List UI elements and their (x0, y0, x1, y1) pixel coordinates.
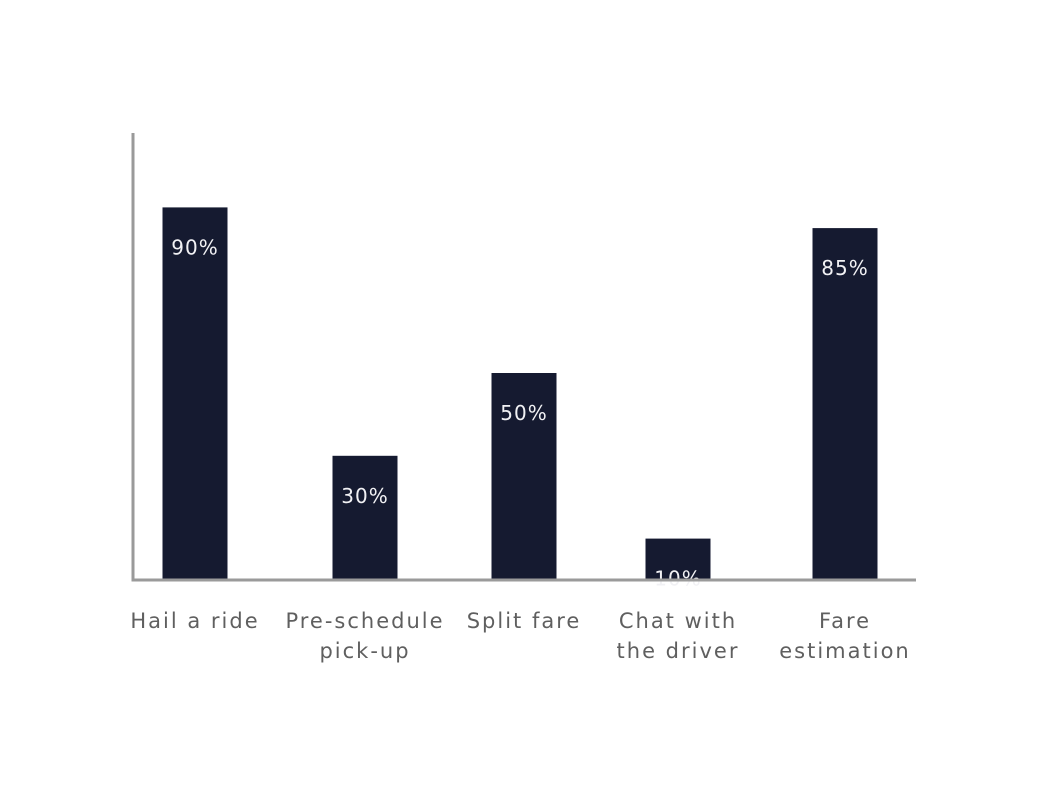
x-tick-label-4-line-1: estimation (779, 639, 910, 663)
data-label-4: 85% (821, 256, 868, 280)
data-label-0: 90% (171, 235, 218, 259)
bar-3 (645, 538, 711, 580)
x-tick-label-3-line-1: the driver (617, 639, 740, 663)
axes-group (131, 133, 916, 582)
x-tick-label-0: Hail a ride (130, 609, 259, 633)
bar-2 (491, 373, 557, 580)
bar-1 (332, 455, 398, 580)
x-tick-label-4-line-0: Fare (819, 609, 871, 633)
x-tick-label-2-line-0: Split fare (467, 609, 582, 633)
tick-labels-group: Hail a ride Pre-schedule pick-up Split fare… (130, 609, 910, 663)
bars-group: 90%30%50%10%85% (162, 207, 878, 591)
x-tick-label-1-line-0: Pre-schedule (285, 609, 444, 633)
bar-0 (162, 207, 228, 580)
x-tick-label-1: Pre-schedule pick-up (285, 609, 444, 663)
bar-4 (812, 228, 878, 580)
x-tick-label-2: Split fare (467, 609, 582, 633)
x-tick-label-0-line-0: Hail a ride (130, 609, 259, 633)
x-tick-label-1-line-1: pick-up (319, 639, 410, 663)
x-tick-label-4: Fare estimation (779, 609, 910, 663)
x-tick-label-3: Chat with the driver (617, 609, 740, 663)
data-label-2: 50% (500, 401, 547, 425)
data-label-1: 30% (341, 484, 388, 508)
x-tick-label-3-line-0: Chat with (619, 609, 737, 633)
